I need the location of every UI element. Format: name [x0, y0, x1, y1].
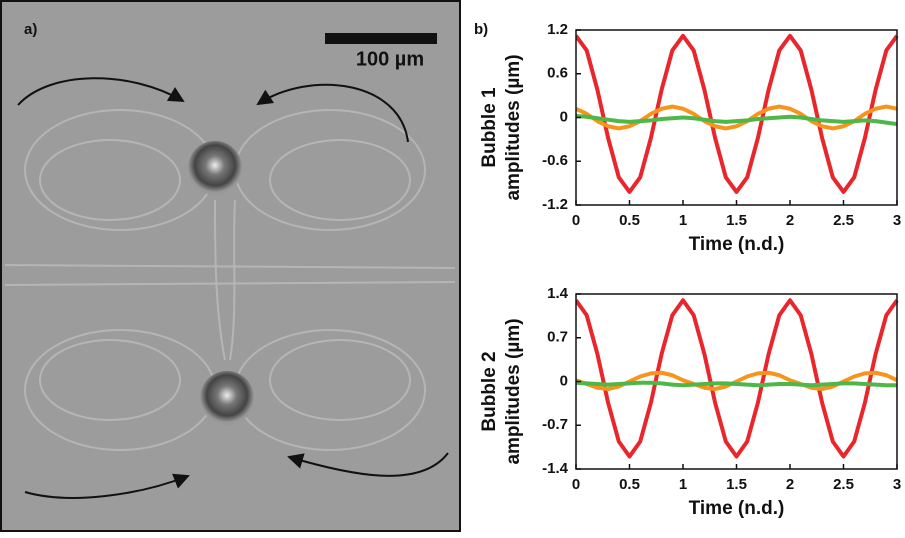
data-line — [576, 380, 897, 388]
data-line — [576, 104, 898, 131]
x-tick-label: 3 — [893, 476, 901, 493]
data-line — [576, 114, 898, 127]
x-tick-label: 2 — [786, 212, 794, 229]
scale-bar — [325, 33, 437, 44]
x-tick-label: 0.5 — [619, 212, 640, 229]
flow-arrows — [17, 77, 449, 499]
scale-label: 100 µm — [356, 48, 424, 70]
y-axis-label: amplitudes (µm) — [503, 318, 524, 464]
bubble-2 — [200, 371, 254, 425]
panel-label: a) — [24, 21, 37, 38]
y-tick-label: 0.6 — [547, 65, 568, 82]
y-tick-label: -1.2 — [542, 196, 568, 213]
plot-area — [576, 33, 899, 194]
bubble-1 — [188, 141, 242, 195]
x-tick-label: 1.5 — [726, 476, 747, 493]
y-tick-label: 1.2 — [547, 21, 568, 38]
x-axis-label: Time (n.d.) — [689, 234, 785, 255]
y-axis-label: amplitudes (µm) — [503, 54, 524, 200]
y-tick-label: 0 — [560, 372, 568, 389]
x-axis-label: Time (n.d.) — [689, 498, 785, 519]
photo-panel: 100 µm a) — [0, 0, 461, 532]
data-line — [576, 33, 899, 194]
y-tick-label: 0 — [560, 108, 568, 125]
x-tick-label: 2 — [786, 476, 794, 493]
y-tick-label: 0.7 — [547, 329, 568, 346]
x-tick-label: 0 — [572, 212, 580, 229]
plot-area — [576, 298, 899, 459]
x-tick-label: 0.5 — [619, 476, 640, 493]
panel-label: b) — [474, 21, 488, 38]
x-tick-label: 0 — [572, 476, 580, 493]
chart-panel — [461, 1, 904, 531]
x-tick-label: 1 — [679, 476, 687, 493]
x-tick-label: 2.5 — [833, 212, 854, 229]
y-tick-label: -1.4 — [542, 460, 569, 477]
x-tick-label: 3 — [893, 212, 901, 229]
x-tick-label: 1 — [679, 212, 687, 229]
data-line — [576, 298, 899, 459]
y-axis-label: Bubble 2 — [479, 351, 500, 431]
x-tick-label: 2.5 — [833, 476, 854, 493]
y-axis-label: Bubble 1 — [479, 87, 500, 168]
x-tick-label: 1.5 — [726, 212, 747, 229]
y-tick-label: 1.4 — [547, 285, 569, 302]
y-tick-label: -0.7 — [542, 416, 568, 433]
y-tick-label: -0.6 — [542, 152, 568, 169]
